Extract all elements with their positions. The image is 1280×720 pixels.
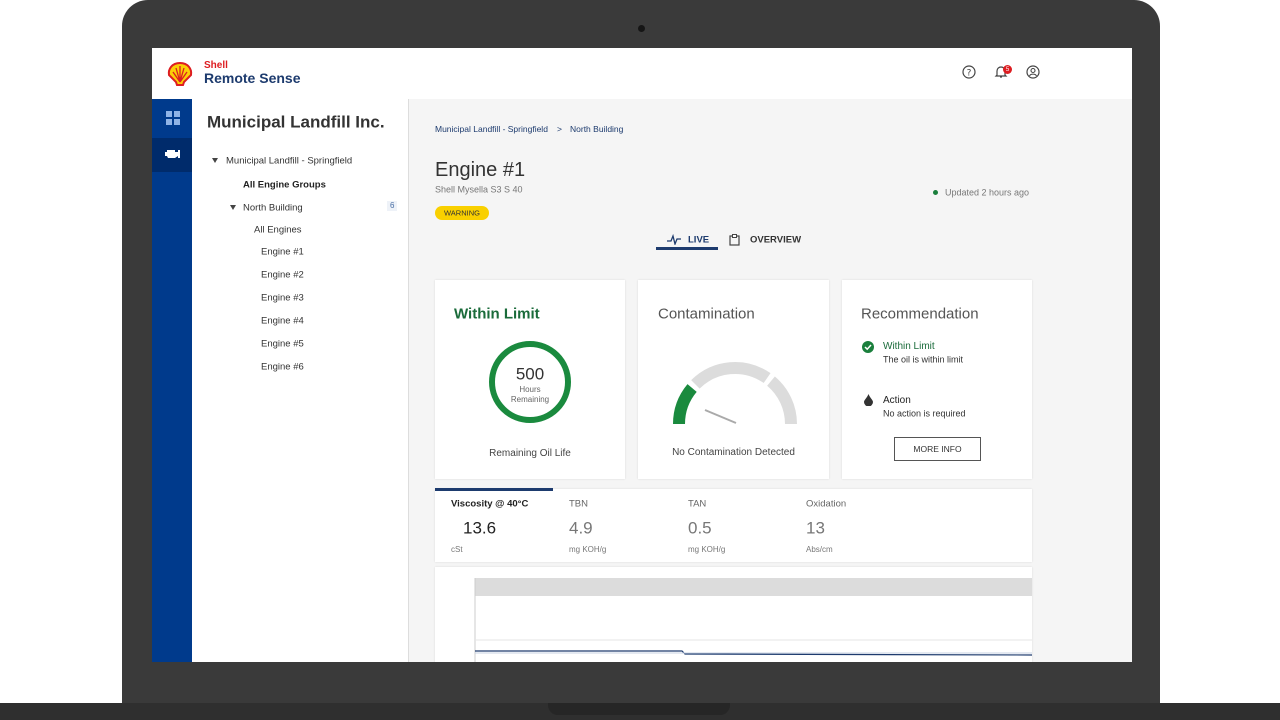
oil-life-value: 500	[515, 364, 545, 384]
oil-life-unit: Remaining	[510, 395, 550, 404]
rec-title: Action	[883, 395, 911, 406]
app-header: Shell Remote Sense ? 5	[152, 48, 1132, 100]
tree-item[interactable]: North Building	[243, 202, 303, 214]
oil-life-card: Within Limit 500 Hours Remaining Remaini…	[435, 280, 625, 479]
tree-item[interactable]: Engine #1	[261, 246, 304, 258]
engine-title: Engine #1	[435, 159, 526, 181]
more-info-button[interactable]	[894, 437, 981, 461]
tab[interactable]: OVERVIEW	[750, 234, 802, 246]
metric-value: 13.6	[463, 518, 497, 538]
breadcrumb-separator: >	[557, 123, 562, 134]
metric-unit: mg KOH/g	[569, 545, 607, 554]
contamination-card: Contamination No Contamination Detected	[638, 280, 829, 479]
tree-item[interactable]: All Engines	[254, 224, 302, 236]
metric-selected-bar	[435, 488, 553, 491]
metric-value: 4.9	[569, 518, 593, 538]
metric-value: 0.5	[688, 518, 712, 538]
tree-item[interactable]: Municipal Landfill - Springfield	[226, 155, 353, 167]
tab[interactable]: LIVE	[688, 234, 710, 246]
tree-item[interactable]: All Engine Groups	[243, 179, 326, 191]
product-name: Remote Sense	[204, 70, 301, 86]
status-text: WARNING	[444, 208, 480, 218]
engine-nav-icon[interactable]	[163, 147, 183, 161]
card-heading: Within Limit	[454, 305, 540, 323]
svg-text:?: ?	[967, 69, 972, 79]
tree-item[interactable]: Engine #3	[261, 292, 304, 304]
tree-item[interactable]: Engine #4	[261, 315, 304, 327]
engine-product: Shell Mysella S3 S 40	[435, 184, 523, 195]
brand: Shell	[204, 60, 228, 71]
drop-icon	[864, 394, 873, 406]
recommendation-card: Recommendation Within Limit The oil is w…	[842, 280, 1032, 479]
metric-unit: cSt	[451, 545, 463, 554]
live-tab-icon[interactable]	[667, 234, 681, 245]
breadcrumb-link[interactable]: Municipal Landfill - Springfield	[435, 123, 548, 134]
rec-title: Within Limit	[883, 341, 935, 352]
metric-value: 13	[806, 518, 825, 538]
metric-name[interactable]: TAN	[688, 498, 707, 510]
account-title: Municipal Landfill Inc.	[207, 112, 385, 132]
check-icon	[862, 341, 874, 353]
trend-card	[435, 567, 1032, 662]
rec-text: No action is required	[883, 408, 966, 419]
status-badge	[435, 206, 489, 220]
overview-tab-icon[interactable]	[729, 234, 740, 246]
sidebar: Municipal Landfill Inc. Municipal Landfi…	[192, 99, 409, 662]
help-icon[interactable]: ?	[962, 65, 976, 79]
updated-time: Updated 2 hours ago	[945, 187, 1030, 198]
card-caption: Remaining Oil Life	[489, 448, 571, 459]
tree-arrow[interactable]	[212, 158, 218, 163]
trend-plot	[474, 578, 1032, 662]
metric-unit: mg KOH/g	[688, 545, 726, 554]
tree-item[interactable]: Engine #2	[261, 269, 304, 281]
notification-count: 5	[1005, 66, 1010, 73]
dashboard-nav[interactable]	[165, 110, 181, 126]
breadcrumb-link[interactable]: North Building	[570, 123, 624, 134]
tree-item[interactable]: Engine #6	[261, 361, 304, 373]
metric-name[interactable]: TBN	[569, 498, 588, 510]
tab-underline	[656, 247, 718, 250]
laptop-notch	[548, 703, 730, 715]
card-heading: Contamination	[658, 305, 755, 323]
screen: Shell Remote Sense ? 5 Municipal Landfil…	[152, 48, 1132, 662]
count-badge: 6	[387, 201, 398, 211]
notification-badge	[1003, 65, 1012, 74]
rec-text: The oil is within limit	[883, 354, 964, 365]
nav-rail	[152, 99, 192, 662]
camera	[638, 25, 645, 32]
user-icon[interactable]	[1026, 65, 1040, 79]
oil-life-ring	[489, 341, 571, 423]
metrics-card: Viscosity @ 40°C 13.6 cSt TBN 4.9 mg KOH…	[435, 488, 1032, 562]
metric-unit: Abs/cm	[806, 545, 833, 554]
metric-name[interactable]: Oxidation	[806, 498, 847, 510]
shell-logo[interactable]	[167, 62, 193, 86]
contamination-gauge	[673, 362, 797, 425]
oil-life-unit: Hours	[519, 385, 541, 394]
main-content: Municipal Landfill - Springfield > North…	[409, 99, 1132, 662]
metric-name[interactable]: Viscosity @ 40°C	[451, 498, 529, 510]
tree-item[interactable]: Engine #5	[261, 338, 304, 350]
card-heading: Recommendation	[861, 305, 979, 323]
tree-arrow[interactable]	[230, 205, 236, 210]
status-dot	[933, 190, 938, 195]
button-label[interactable]: MORE INFO	[913, 443, 962, 454]
card-caption: No Contamination Detected	[672, 447, 795, 458]
